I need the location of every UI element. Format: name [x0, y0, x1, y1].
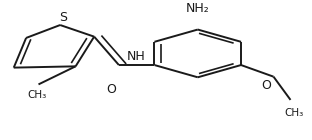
Text: S: S	[59, 11, 67, 24]
Text: NH₂: NH₂	[186, 2, 210, 15]
Text: O: O	[261, 79, 271, 92]
Text: CH₃: CH₃	[27, 90, 46, 100]
Text: NH: NH	[127, 50, 145, 62]
Text: CH₃: CH₃	[284, 108, 303, 118]
Text: O: O	[106, 83, 116, 96]
